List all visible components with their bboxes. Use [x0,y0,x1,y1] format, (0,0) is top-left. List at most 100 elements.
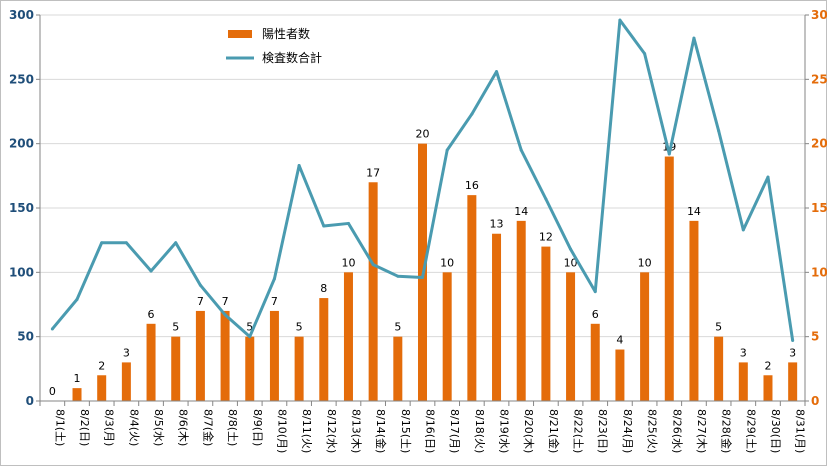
bar [171,336,181,401]
category-label: 8/4(火) [127,409,140,446]
line-point [322,224,326,228]
bar [664,156,674,401]
right-axis-ticks: 0 5 10 15 20 25 30 [805,8,827,408]
line-point [198,283,202,287]
line-point [791,339,795,343]
line-point [618,18,622,22]
bar [492,233,502,401]
bar-data-label: 6 [148,308,155,321]
bar-data-label: 5 [394,321,401,334]
line-point [569,247,573,251]
line-point [346,221,350,225]
bar-data-label: 5 [715,321,722,334]
category-label: 8/18(火) [473,409,486,453]
line-point [396,274,400,278]
bar-data-label: 7 [222,295,229,308]
category-label: 8/9(日) [251,409,264,446]
category-label: 8/15(土) [399,409,412,453]
bar [541,246,551,401]
category-label: 8/13(木) [349,409,362,453]
left-axis-ticks: 0 50 100 150 200 250 300 [9,8,40,408]
bar [516,220,526,401]
bar-data-label: 17 [366,166,380,179]
line-point [667,152,671,156]
line-series [50,18,795,343]
bar [714,336,724,401]
category-label: 8/29(土) [744,409,757,453]
bar [269,310,279,401]
line-point [643,52,647,56]
bar-data-label: 16 [465,179,479,192]
bar [245,336,255,401]
category-label: 8/25(火) [646,409,659,453]
left-tick-label: 200 [9,137,34,151]
line-point [50,327,54,331]
line-point [371,263,375,267]
category-label: 8/7(金) [201,409,215,446]
bar [220,310,230,401]
category-label: 8/24(月) [621,409,634,453]
bar-data-label: 5 [246,321,253,334]
line-point [692,36,696,40]
bar [788,362,798,401]
right-tick-label: 0 [811,394,819,408]
category-label: 8/31(月) [794,409,807,453]
bar-data-label: 14 [514,205,528,218]
bar-data-label: 0 [49,385,56,398]
bar [343,272,353,401]
bar-data-label: 2 [98,359,105,372]
line-point [297,164,301,168]
bar [442,272,452,401]
bar-data-label: 5 [296,321,303,334]
legend: 陽性者数 検査数合計 [226,26,322,65]
legend-label-line: 検査数合計 [262,50,322,65]
category-label: 8/30(日) [769,409,782,453]
category-label: 8/14(金) [374,409,388,453]
legend-swatch-bar [228,30,252,38]
line-point [495,70,499,74]
line-point [149,269,153,273]
bar [393,336,403,401]
category-label: 8/2(日) [78,409,91,446]
bar-data-label: 1 [74,372,81,385]
bar-data-label: 3 [740,346,747,359]
bar-data-label: 10 [440,256,454,269]
category-label: 8/3(月) [103,409,116,446]
category-label: 8/8(土) [226,409,239,446]
right-tick-label: 25 [811,72,827,86]
bar [121,362,131,401]
left-tick-label: 300 [9,8,34,22]
bar-data-label: 8 [320,282,327,295]
category-label: 8/28(金) [720,409,734,453]
bar [146,323,156,401]
bar-data-label: 7 [271,295,278,308]
category-label: 8/16(日) [424,409,437,453]
line-point [766,175,770,179]
bar [195,310,205,401]
bar-data-label: 10 [341,256,355,269]
bar-data-label: 3 [789,346,796,359]
category-label: 8/6(木) [177,409,190,446]
category-axis-labels: 8/1(土) 8/2(日) 8/3(月) 8/4(火) 8/5(水) 8/6(木) 8/7(… [53,409,806,453]
category-label: 8/10(月) [275,409,288,453]
left-tick-label: 250 [9,72,34,86]
bar-data-label: 6 [592,308,599,321]
left-tick-label: 150 [9,201,34,215]
bar [640,272,650,401]
left-tick-label: 100 [9,265,34,279]
bar [689,220,699,401]
line-point [445,148,449,152]
bar [319,298,329,401]
right-tick-label: 30 [811,8,827,22]
line-point [741,228,745,232]
line-point [100,241,104,245]
bar [566,272,576,401]
left-tick-label: 50 [17,330,34,344]
category-label: 8/26(水) [670,409,683,453]
line-point [470,112,474,116]
bar [72,388,82,401]
bar-data-label: 2 [764,359,771,372]
